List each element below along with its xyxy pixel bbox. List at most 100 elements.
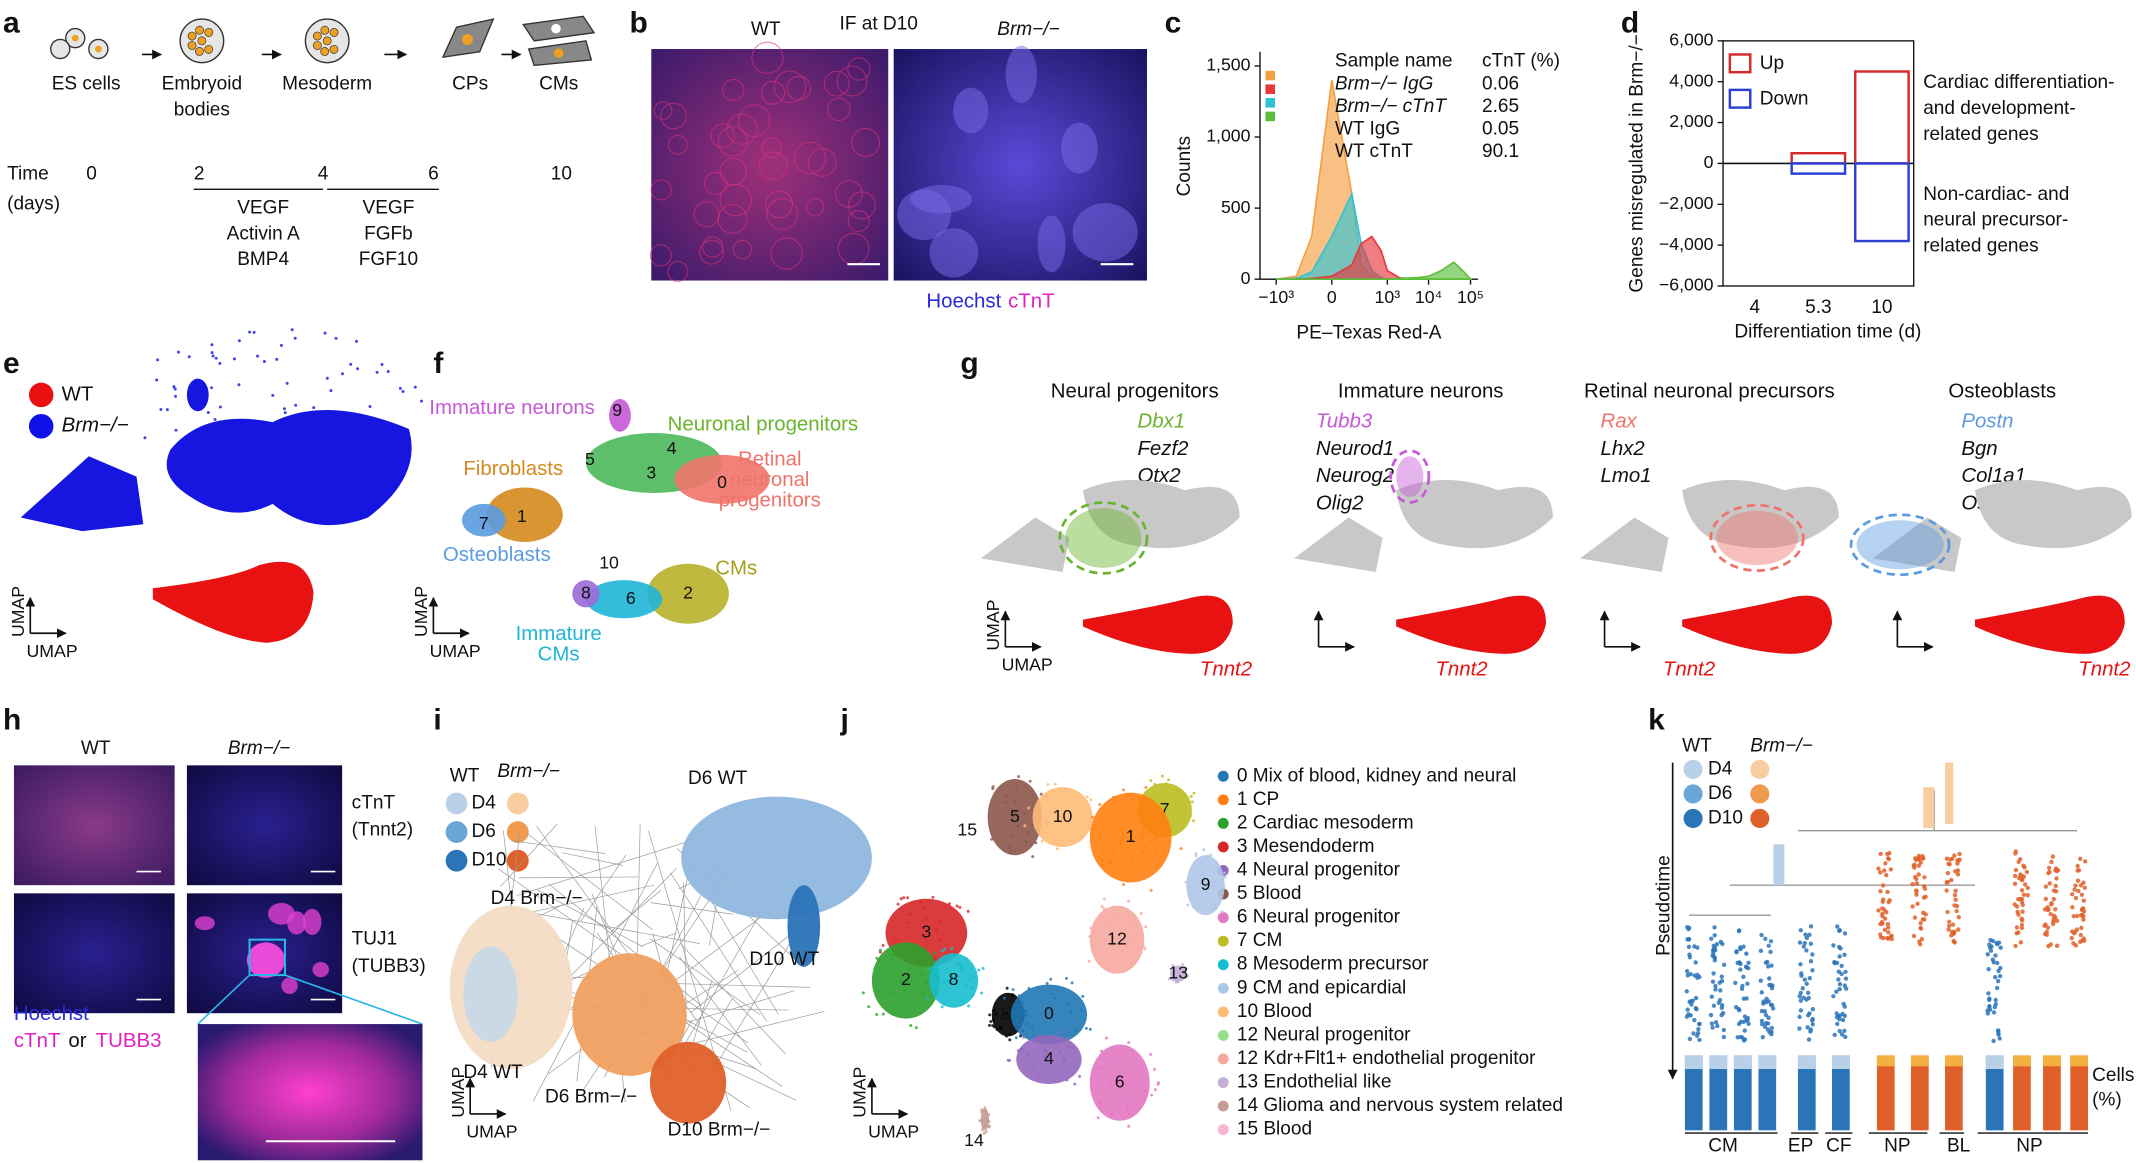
dot [899,897,903,901]
stain [246,942,285,978]
dot [2074,913,2080,919]
dot [1693,960,1698,965]
dot [1697,1021,1702,1027]
gene-label: Lhx2 [1600,438,1645,460]
dot [1810,968,1815,973]
dot [1180,975,1184,979]
nucleus-stain [793,141,827,175]
dot [2025,885,2030,891]
dot [1770,1006,1776,1011]
dot [1191,890,1195,894]
dot [1831,994,1836,999]
dot [916,949,920,953]
dot [325,376,329,380]
dot [1104,1036,1108,1040]
dot [1885,889,1890,895]
dot [213,418,217,421]
dot [1049,977,1053,981]
dot [1762,1009,1768,1014]
dot [1944,888,1949,893]
dot [1141,830,1145,834]
legend-dot [1217,1053,1229,1065]
dot [1944,880,1949,885]
stacked-bar [1758,1055,1777,1131]
legend-dot [1217,770,1229,782]
stacked-bar [2013,1055,2031,1067]
legend-label: 4 Neural progenitor [1237,860,1401,881]
dot [1995,960,2000,966]
dot [1991,960,1996,965]
group-label: BL [1947,1136,1970,1157]
y-tick-label: 1,000 [1206,126,1250,146]
factor: VEGF [237,197,289,218]
dot [1952,939,1957,944]
dot [1001,1013,1005,1017]
dot [1144,785,1148,789]
label: Brm−/− [62,415,129,437]
legend-label: Brm−/− IgG [1335,73,1433,94]
dot [1176,790,1180,794]
dot [1831,943,1836,948]
dot [1834,960,1840,965]
cluster-number: 2 [901,969,911,989]
cluster-number: 3 [921,922,931,942]
legend-label: 10 Blood [1237,1001,1312,1022]
dot [1914,888,1919,893]
dot [1205,890,1209,894]
dot [2075,863,2080,869]
dot [1056,815,1060,819]
dot [989,1020,993,1024]
dot [2076,888,2081,894]
dot [211,354,215,358]
dot [1837,928,1842,933]
dot [1074,828,1078,832]
dot [906,921,909,925]
dot [1175,979,1179,983]
dot [1832,1032,1837,1038]
axis-label: UMAP [430,641,481,661]
nucleus-stain [823,70,850,97]
dot [1160,774,1164,778]
dot [889,991,893,995]
label: (%) [2092,1089,2122,1110]
dot [2072,887,2077,892]
dot [1058,1049,1062,1053]
dot [2019,922,2025,928]
dot [1714,942,1720,947]
dot [1693,995,1699,1001]
nucleus-stain [834,179,863,208]
nucleus-stain [910,185,972,214]
bar [1923,787,1935,828]
dot [967,1004,971,1008]
cluster-number: 8 [581,582,591,602]
label: WT [81,738,111,759]
nucleus-stain [765,190,794,219]
dot [1108,860,1112,864]
dot [1176,974,1180,978]
nucleus [194,47,204,56]
dot [1090,943,1094,947]
dot [1017,994,1021,998]
stain [312,962,329,978]
cluster-number: 10 [1053,806,1073,826]
dot [1159,807,1163,811]
stacked-bar [1797,1055,1816,1070]
dot [1711,954,1716,959]
dot [1687,954,1693,960]
dot [908,943,912,947]
dot [1153,1088,1157,1092]
dot [2079,892,2085,897]
dot [1207,887,1211,891]
dot [942,981,946,985]
dot [2013,867,2019,873]
nucleus [320,25,330,35]
dot [1709,994,1714,999]
dot [413,385,417,389]
dot [947,971,951,975]
dot [1078,1074,1082,1078]
dot [2078,939,2083,944]
dot [375,370,379,374]
dot [1764,996,1769,1001]
dot [899,979,903,983]
cluster-number: 0 [717,472,727,492]
